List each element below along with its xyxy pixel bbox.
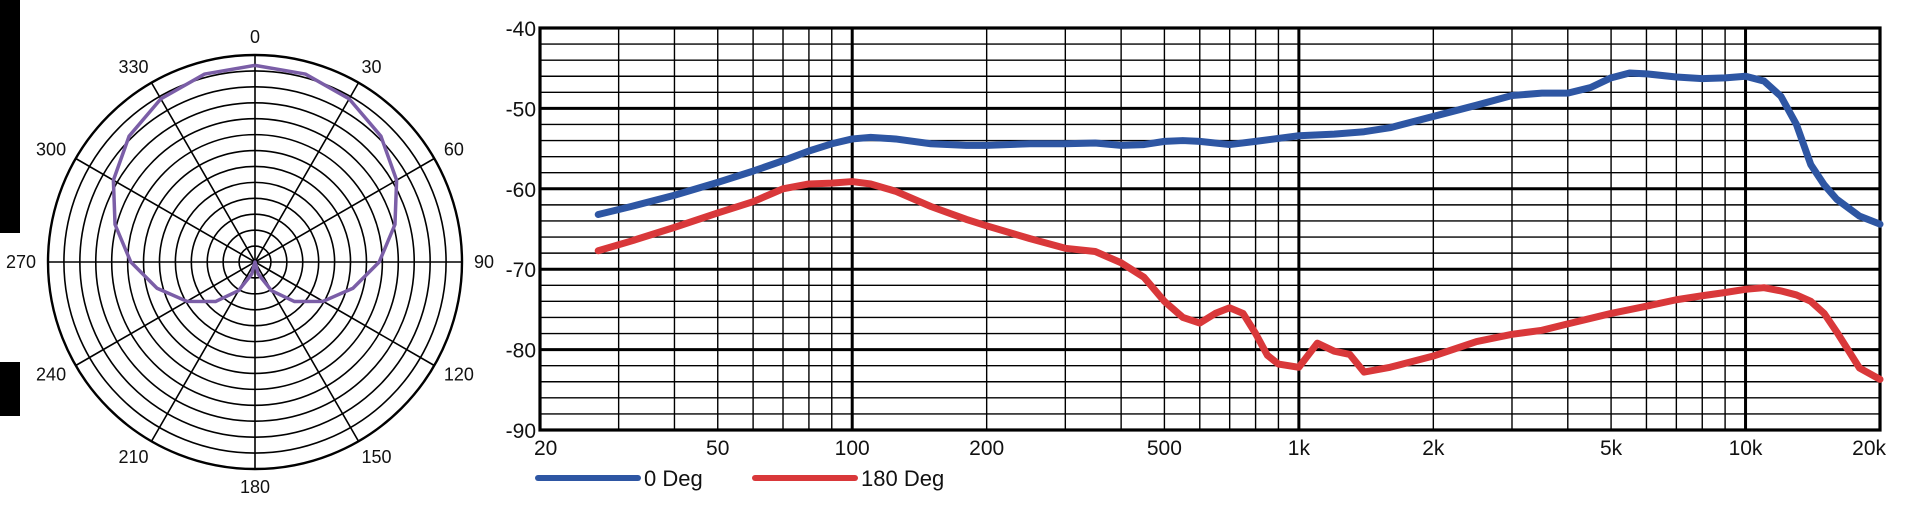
polar-angle-label: 90: [474, 252, 494, 272]
y-tick-label: -40: [506, 18, 536, 41]
x-tick-label: 20k: [1852, 437, 1886, 460]
y-tick-label: -80: [506, 340, 536, 363]
response-series: [594, 69, 1884, 383]
polar-angle-label: 0: [250, 27, 260, 47]
x-tick-label: 200: [969, 437, 1004, 460]
x-tick-label: 5k: [1600, 437, 1623, 460]
polar-angle-label: 150: [362, 447, 392, 467]
polar-angle-label: 240: [36, 365, 66, 385]
major-gridlines: [538, 26, 1882, 432]
series-line-180-deg: [594, 178, 1884, 383]
polar-angle-label: 210: [118, 447, 148, 467]
polar-angle-label: 270: [6, 252, 36, 272]
polar-angle-label: 30: [362, 57, 382, 77]
x-tick-label: 20: [534, 437, 557, 460]
legend: 0 Deg 180 Deg: [535, 466, 944, 491]
polar-angle-label: 330: [118, 57, 148, 77]
polar-angle-label: 180: [240, 477, 270, 497]
polar-angle-labels: 0 30 60 90 120 150 180 210 240 270 300 330: [6, 27, 494, 497]
polar-angle-label: 120: [444, 365, 474, 385]
x-tick-label: 100: [835, 437, 870, 460]
x-tick-label: 50: [706, 437, 729, 460]
x-tick-label: 500: [1147, 437, 1182, 460]
polar-spokes: [48, 55, 462, 469]
polar-pattern-series: [111, 63, 399, 304]
y-tick-label: -50: [506, 98, 536, 121]
x-tick-label: 10k: [1729, 437, 1763, 460]
minor-gridlines: [539, 28, 1881, 430]
legend-label: 0 Deg: [644, 466, 703, 491]
left-edge-marker-top: [0, 0, 20, 233]
series-line-0-deg: [594, 69, 1884, 228]
frequency-response-chart: 20 50 100 200 500 1k 2k 5k 10k 20k -40 -50 -60 -70 -8…: [506, 18, 1887, 491]
legend-label: 180 Deg: [861, 466, 944, 491]
polar-angle-label: 60: [444, 140, 464, 160]
polar-angle-label: 300: [36, 140, 66, 160]
polar-spoke: [254, 261, 435, 367]
y-tick-label: -60: [506, 179, 536, 202]
y-tick-labels: -40 -50 -60 -70 -80 -90: [506, 18, 536, 443]
plot-frame: [538, 26, 1882, 432]
polar-spoke: [150, 82, 256, 263]
polar-pattern-chart: 0 30 60 90 120 150 180 210 240 270 300 330: [6, 27, 494, 497]
polar-spoke: [254, 82, 360, 263]
x-tick-label: 1k: [1288, 437, 1311, 460]
polar-series: [111, 63, 399, 304]
x-tick-labels: 20 50 100 200 500 1k 2k 5k 10k 20k: [534, 437, 1886, 460]
y-tick-label: -70: [506, 259, 536, 282]
polar-spoke: [75, 157, 256, 263]
y-tick-label: -90: [506, 420, 536, 443]
polar-spoke: [75, 261, 256, 367]
left-edge-marker-bottom: [0, 362, 20, 416]
polar-spoke: [254, 157, 435, 263]
x-tick-label: 2k: [1422, 437, 1445, 460]
